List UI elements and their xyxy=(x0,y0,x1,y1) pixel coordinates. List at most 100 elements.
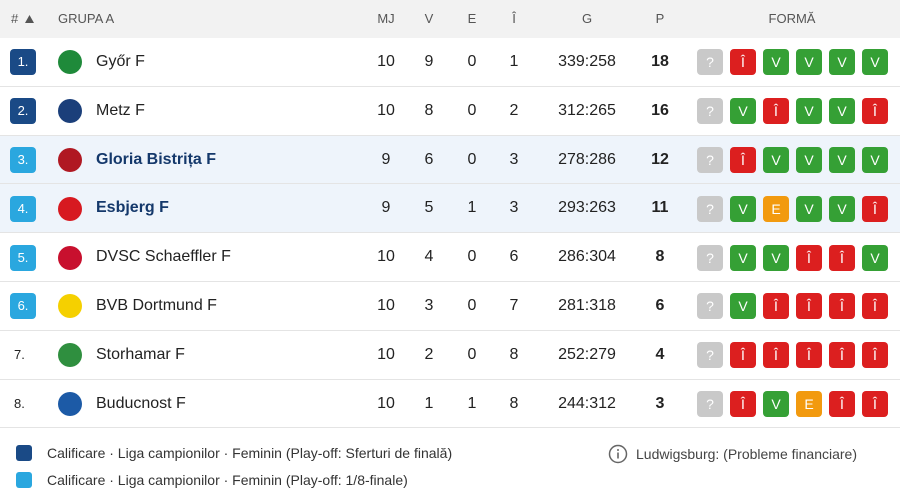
form-badge[interactable]: ? xyxy=(697,293,723,320)
header-v[interactable]: V xyxy=(424,11,434,26)
stat-i: 6 xyxy=(509,248,519,266)
table-row[interactable]: 3. Gloria Bistrița F 9 6 0 3 278:286 12? Î V V V V xyxy=(0,135,900,185)
header-e[interactable]: E xyxy=(467,11,477,26)
stat-g: 339:258 xyxy=(558,53,616,70)
form-badge[interactable]: Î xyxy=(829,293,855,320)
form-badge[interactable]: E xyxy=(763,195,789,222)
header-p[interactable]: P xyxy=(655,11,665,26)
stat-i: 1 xyxy=(509,53,519,70)
legend-label: Calificare · Liga campionilor · Feminin … xyxy=(47,445,453,461)
stat-i: 8 xyxy=(509,394,519,412)
table-row[interactable]: 7. Storhamar F 10 2 0 8 252:279 4? Î Î Î Î Î xyxy=(0,330,900,380)
form-badge[interactable]: V xyxy=(796,98,822,125)
form-badge[interactable]: Î xyxy=(862,342,888,369)
header-g[interactable]: G xyxy=(581,11,593,26)
header-rank[interactable]: # xyxy=(11,11,19,26)
rank-badge: 3. xyxy=(10,146,36,173)
stat-i: 3 xyxy=(509,199,519,217)
form-badge[interactable]: V xyxy=(763,390,789,417)
form-badge[interactable]: Î xyxy=(796,244,822,271)
form-badge[interactable]: Î xyxy=(730,49,756,76)
form-badge[interactable]: V xyxy=(763,244,789,271)
stat-e: 0 xyxy=(467,101,477,119)
form-badge[interactable]: V xyxy=(730,98,756,125)
stat-g: 252:279 xyxy=(558,345,616,363)
team-name[interactable]: DVSC Schaeffler F xyxy=(96,248,231,266)
form-badge[interactable]: V xyxy=(763,146,789,173)
stat-v: 5 xyxy=(424,199,434,217)
table-row[interactable]: 8. Buducnost F 10 1 1 8 244:312 3? Î V E Î Î xyxy=(0,379,900,429)
team-name[interactable]: Esbjerg F xyxy=(96,199,169,217)
form-badge[interactable]: Î xyxy=(862,390,888,417)
header-i[interactable]: Î xyxy=(512,11,516,26)
form-badge[interactable]: ? xyxy=(697,146,723,173)
form-badge[interactable]: Î xyxy=(862,293,888,320)
stat-mj: 10 xyxy=(377,101,395,119)
stat-e: 0 xyxy=(467,150,477,168)
form-badge[interactable]: ? xyxy=(697,195,723,222)
team-logo xyxy=(58,245,82,270)
form-badge[interactable]: V xyxy=(829,195,855,222)
form-badge[interactable]: Î xyxy=(730,342,756,369)
stat-e: 0 xyxy=(467,53,477,70)
note: Ludwigsburg: (Probleme financiare) xyxy=(636,446,857,462)
stat-e: 1 xyxy=(467,199,477,217)
team-name[interactable]: Metz F xyxy=(96,101,145,119)
form-badge[interactable]: Î xyxy=(796,293,822,320)
rank-badge: 5. xyxy=(10,244,36,271)
form-badge[interactable]: V xyxy=(862,49,888,76)
form-badge[interactable]: V xyxy=(730,195,756,222)
stat-mj: 10 xyxy=(377,248,395,266)
form-badge[interactable]: E xyxy=(796,390,822,417)
stat-p: 11 xyxy=(651,199,669,217)
team-logo xyxy=(58,343,82,368)
table-row[interactable]: 1. Győr F 10 9 0 1 339:258 18? Î V V V V xyxy=(0,38,900,87)
form-badge[interactable]: ? xyxy=(697,98,723,125)
form-badge[interactable]: V xyxy=(862,146,888,173)
stat-mj: 10 xyxy=(377,53,395,70)
form-badge[interactable]: Î xyxy=(763,98,789,125)
stat-v: 2 xyxy=(424,345,434,363)
form-badge[interactable]: V xyxy=(862,244,888,271)
team-name[interactable]: Győr F xyxy=(96,53,145,70)
form-badge[interactable]: V xyxy=(796,49,822,76)
legend-swatch xyxy=(16,445,32,461)
table-row[interactable]: 2. Metz F 10 8 0 2 312:265 16? V Î V V Î xyxy=(0,86,900,136)
form-badge[interactable]: Î xyxy=(796,342,822,369)
form-badge[interactable]: V xyxy=(829,146,855,173)
form-badge[interactable]: Î xyxy=(862,98,888,125)
team-name[interactable]: Gloria Bistrița F xyxy=(96,150,217,168)
form-badge[interactable]: ? xyxy=(697,244,723,271)
form-badge[interactable]: Î xyxy=(862,195,888,222)
team-name[interactable]: Storhamar F xyxy=(96,345,185,363)
form-badge[interactable]: V xyxy=(730,293,756,320)
form-badge[interactable]: ? xyxy=(697,49,723,76)
stat-v: 8 xyxy=(424,101,434,119)
team-logo xyxy=(58,294,82,319)
table-header: # GRUPA A MJ V E Î G P FORMĂ xyxy=(0,0,900,38)
team-name[interactable]: BVB Dortmund F xyxy=(96,297,217,314)
form-badge[interactable]: ? xyxy=(697,390,723,417)
form-badge[interactable]: Î xyxy=(829,342,855,369)
form-badge[interactable]: Î xyxy=(730,146,756,173)
table-row[interactable]: 5. DVSC Schaeffler F 10 4 0 6 286:304 8? V V Î Î V xyxy=(0,233,900,282)
table-row[interactable]: 4. Esbjerg F 9 5 1 3 293:263 11? V E V V Î xyxy=(0,184,900,234)
form-badge[interactable]: V xyxy=(829,98,855,125)
legend-swatch xyxy=(16,472,32,488)
form-badge[interactable]: ? xyxy=(697,342,723,369)
form-badge[interactable]: V xyxy=(796,146,822,173)
stat-g: 281:318 xyxy=(558,297,616,314)
header-mj[interactable]: MJ xyxy=(377,11,395,26)
form-badge[interactable]: V xyxy=(730,244,756,271)
form-badge[interactable]: Î xyxy=(730,390,756,417)
form-badge[interactable]: V xyxy=(829,49,855,76)
form-badge[interactable]: Î xyxy=(829,244,855,271)
form-badge[interactable]: Î xyxy=(829,390,855,417)
form-badge[interactable]: V xyxy=(763,49,789,76)
form-badge[interactable]: V xyxy=(796,195,822,222)
team-name[interactable]: Buducnost F xyxy=(96,394,186,412)
form-badge[interactable]: Î xyxy=(763,293,789,320)
team-logo xyxy=(58,147,82,172)
table-row[interactable]: 6. BVB Dortmund F 10 3 0 7 281:318 6? V Î Î Î Î xyxy=(0,282,900,331)
form-badge[interactable]: Î xyxy=(763,342,789,369)
